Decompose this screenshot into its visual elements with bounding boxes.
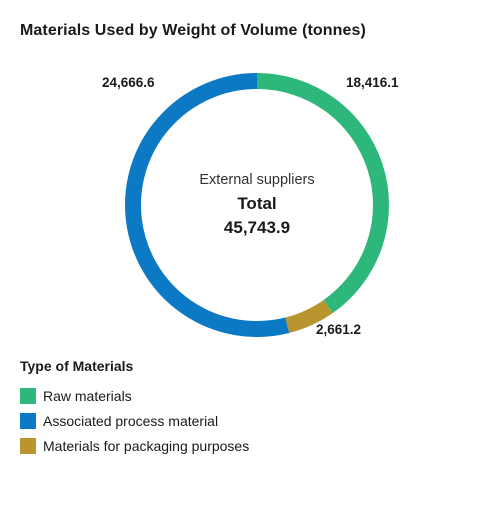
legend-item-raw-materials: Raw materials [20,383,249,408]
legend-label: Materials for packaging purposes [43,438,249,454]
slice-value-label: 18,416.1 [346,75,399,90]
slice-value-label: 24,666.6 [102,75,155,90]
center-total-value: 45,743.9 [224,218,290,237]
legend-item-packaging-materials: Materials for packaging purposes [20,433,249,458]
legend-label: Associated process material [43,413,218,429]
legend-title: Type of Materials [20,358,249,374]
legend: Type of Materials Raw materials Associat… [20,358,249,458]
legend-swatch [20,388,36,404]
legend-swatch [20,413,36,429]
center-caption: External suppliers [199,172,314,188]
legend-label: Raw materials [43,388,132,404]
legend-item-associated-process-material: Associated process material [20,408,249,433]
slice-value-label: 2,661.2 [316,322,361,337]
center-total-label: Total [237,194,276,213]
legend-swatch [20,438,36,454]
